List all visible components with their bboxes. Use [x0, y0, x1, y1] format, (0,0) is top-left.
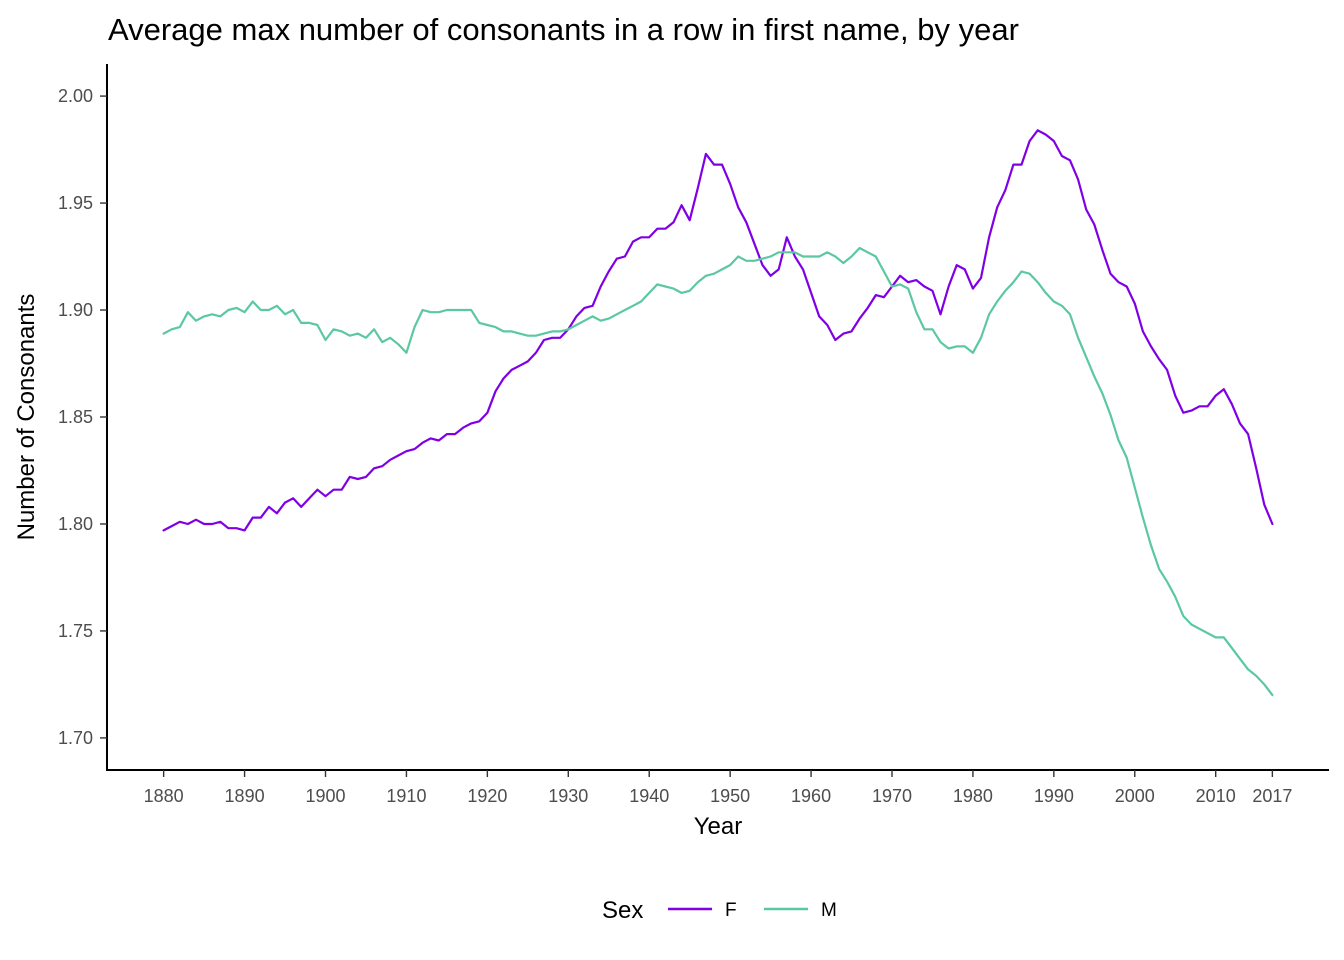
- y-tick-label: 1.90: [58, 300, 93, 320]
- x-tick-label: 1910: [386, 786, 426, 806]
- x-tick-label: 1890: [225, 786, 265, 806]
- x-tick-label: 1920: [467, 786, 507, 806]
- y-tick-label: 1.85: [58, 407, 93, 427]
- x-tick-label: 2010: [1196, 786, 1236, 806]
- y-tick-label: 1.80: [58, 514, 93, 534]
- x-tick-label: 1960: [791, 786, 831, 806]
- legend-label-f: F: [725, 900, 737, 921]
- y-tick-label: 1.75: [58, 621, 93, 641]
- legend-title: Sex: [602, 897, 643, 924]
- series-line-f: [162, 129, 1274, 532]
- x-tick-label: 1970: [872, 786, 912, 806]
- y-axis-ticks: 1.70 1.75 1.80 1.85 1.90 1.95 2.00: [58, 86, 107, 748]
- y-tick-label: 1.95: [58, 193, 93, 213]
- y-tick-label: 1.70: [58, 728, 93, 748]
- x-tick-label: 1990: [1034, 786, 1074, 806]
- x-tick-label: 1930: [548, 786, 588, 806]
- y-axis-title: Number of Consonants: [13, 294, 40, 541]
- x-axis-ticks: 1880 1890 1900 1910 1920 1930 1940 1950 1960 1970…: [144, 770, 1292, 806]
- legend-label-m: M: [821, 900, 837, 921]
- x-tick-label: 1940: [629, 786, 669, 806]
- series-line-m: [162, 246, 1274, 697]
- x-tick-label: 2017: [1252, 786, 1292, 806]
- x-axis-title: Year: [694, 813, 743, 840]
- chart-title: Average max number of consonants in a ro…: [108, 12, 1019, 47]
- x-tick-label: 1880: [144, 786, 184, 806]
- x-tick-label: 1980: [953, 786, 993, 806]
- x-tick-label: 1950: [710, 786, 750, 806]
- series-layer: [162, 129, 1274, 697]
- x-tick-label: 2000: [1115, 786, 1155, 806]
- plot-panel: 1880 1890 1900 1910 1920 1930 1940 1950 1960 1970…: [58, 64, 1329, 806]
- y-tick-label: 2.00: [58, 86, 93, 106]
- x-tick-label: 1900: [305, 786, 345, 806]
